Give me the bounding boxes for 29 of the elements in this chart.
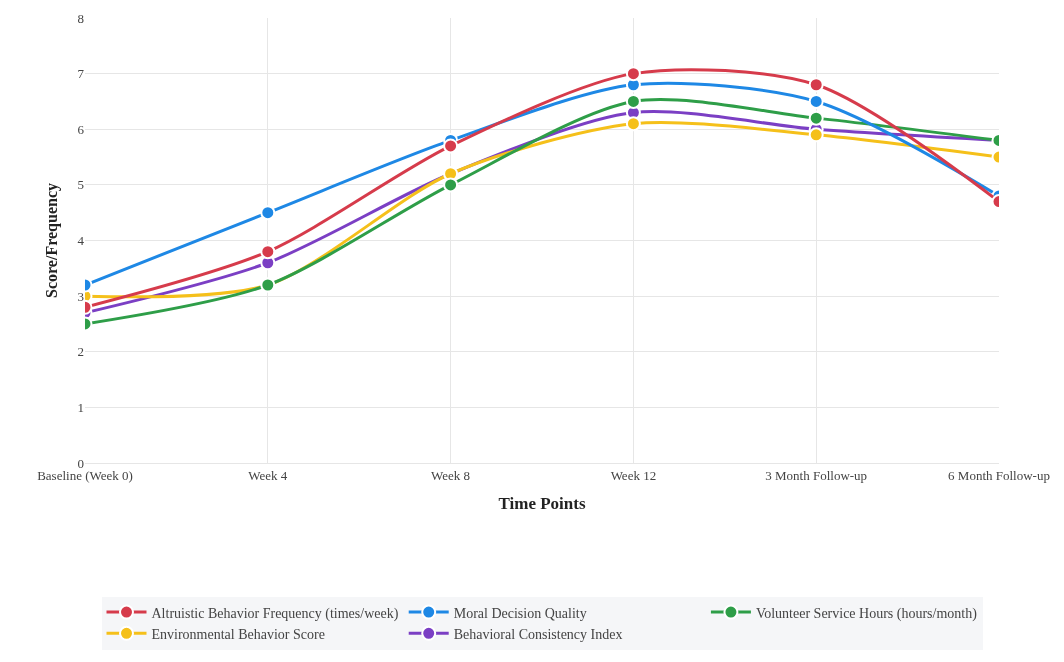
- y-tick-label: 6: [77, 121, 85, 137]
- point: [443, 138, 459, 154]
- x-tick-label: 6 Month Follow-up: [948, 467, 1050, 483]
- legend-label: Environmental Behavior Score: [151, 626, 325, 642]
- y-axis-title: Score/Frequency: [43, 183, 62, 298]
- y-tick-label: 5: [77, 177, 84, 193]
- legend-label: Altruistic Behavior Frequency (times/week): [151, 605, 399, 622]
- point: [625, 116, 641, 132]
- x-tick-label: Week 4: [248, 467, 288, 483]
- x-tick-label: Week 8: [431, 467, 471, 483]
- y-tick-label: 7: [77, 66, 85, 82]
- legend-label: Volunteer Service Hours (hours/month): [755, 605, 978, 622]
- y-tick-label: 8: [77, 10, 84, 26]
- y-tick-label: 2: [77, 344, 84, 360]
- point: [808, 77, 824, 93]
- x-axis-title: Time Points: [498, 494, 586, 513]
- point: [808, 93, 824, 109]
- legend-label: Behavioral Consistency Index: [453, 626, 623, 642]
- point: [808, 110, 824, 126]
- legend-label: Moral Decision Quality: [453, 605, 587, 621]
- point: [625, 93, 641, 109]
- point: [443, 177, 459, 193]
- y-tick-label: 3: [77, 288, 84, 304]
- x-tick-label: 3 Month Follow-up: [765, 467, 868, 483]
- point: [625, 66, 641, 82]
- x-tick-label: Week 12: [610, 467, 657, 483]
- point: [808, 127, 824, 143]
- y-tick-label: 1: [77, 399, 84, 415]
- y-tick-label: 4: [77, 233, 85, 249]
